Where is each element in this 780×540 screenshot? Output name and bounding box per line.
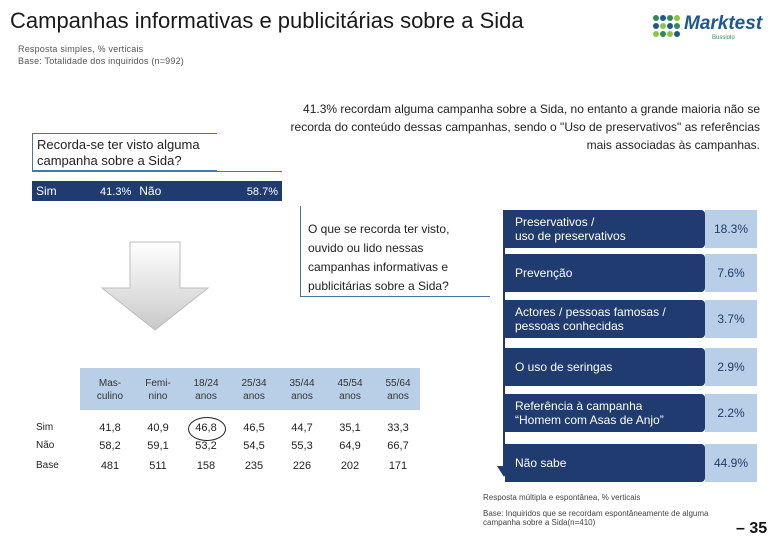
- response-item: Não sabe: [505, 444, 705, 482]
- table-cell: 158: [196, 460, 216, 472]
- response-label-line: O uso de seringas: [515, 360, 613, 374]
- response-value: 3.7%: [705, 300, 757, 338]
- response-label: Referência à campanha “Homem com Asas de …: [515, 399, 664, 427]
- column-header-line2: culino: [96, 391, 124, 402]
- logo-name: Marktest: [684, 13, 763, 34]
- table-cell: 46,5: [243, 422, 265, 434]
- response-label-line: uso de preservativos: [515, 229, 626, 243]
- table-cell: 55,3: [291, 440, 313, 452]
- table-cell: 202: [340, 460, 360, 472]
- table-cell: 40,9: [147, 422, 169, 434]
- row-label: Base: [36, 460, 59, 471]
- response-item: Actores / pessoas famosas / pessoas conhe…: [505, 300, 705, 338]
- response-label-line: “Homem com Asas de Anjo”: [515, 413, 664, 427]
- response-label-line: Não sabe: [515, 456, 567, 470]
- response-item: Referência à campanha “Homem com Asas de …: [505, 394, 705, 432]
- table-cell: 66,7: [387, 440, 409, 452]
- response-label-line: Referência à campanha: [515, 399, 643, 413]
- table-cell: 64,9: [339, 440, 361, 452]
- question1-text: Recorda-se ter visto alguma campanha sob…: [37, 137, 200, 168]
- page-number: – 35: [736, 520, 768, 537]
- table-cell: 54,5: [243, 440, 265, 452]
- sim-nao-segment: [135, 181, 282, 201]
- response-label: O uso de seringas: [515, 360, 612, 374]
- segment-label: Sim: [36, 184, 57, 198]
- response-item: O uso de seringas: [505, 348, 705, 386]
- column-header-line2: anos: [291, 391, 313, 402]
- response-label-line: Preservativos /: [515, 215, 595, 229]
- sim-nao-segment: [32, 181, 136, 201]
- table-cell: 235: [244, 460, 264, 472]
- question2-frame-left: [300, 206, 301, 296]
- summary-text: 41.3% recordam alguma campanha sobre a S…: [290, 102, 760, 152]
- column-header-line1: 25/34: [241, 378, 267, 389]
- subtitle-base: Base: Totalidade dos inquiridos (n=992): [18, 56, 184, 66]
- row-label: Não: [36, 440, 55, 451]
- table-cell: 53,2: [195, 440, 217, 452]
- column-header-line2: anos: [243, 391, 265, 402]
- segment-value: 58.7%: [246, 186, 278, 198]
- table-cell: 59,1: [147, 440, 169, 452]
- column-header-line1: 55/64: [385, 378, 411, 389]
- table-header-background: [80, 368, 420, 410]
- highlight-circle: [188, 417, 226, 441]
- response-value: 2.2%: [705, 394, 757, 432]
- table-cell: 35,1: [339, 422, 361, 434]
- table-cell: 58,2: [99, 440, 121, 452]
- column-header-line1: 35/44: [289, 378, 315, 389]
- table-cell: 226: [292, 460, 312, 472]
- response-label-line: Prevenção: [515, 266, 573, 280]
- table-cell: 171: [388, 460, 408, 472]
- response-label-line: Actores / pessoas famosas /: [515, 305, 666, 319]
- down-arrow-icon: [100, 241, 210, 331]
- response-value: 18.3%: [705, 210, 757, 248]
- responses-connector-line: [503, 210, 505, 472]
- row-label: Sim: [36, 422, 54, 433]
- column-header-line1: Mas-: [98, 378, 122, 389]
- question1-box: Recorda-se ter visto alguma campanha sob…: [32, 133, 217, 171]
- table-cell: 41,8: [99, 422, 121, 434]
- table-cell: 33,3: [387, 422, 409, 434]
- subtitle-response-type: Resposta simples, % verticais: [18, 44, 144, 54]
- response-label-line: pessoas conhecidas: [515, 319, 624, 333]
- table-cell: 44,7: [291, 422, 313, 434]
- footnote-base: Base: Inquiridos que se recordam espontâ…: [483, 509, 709, 527]
- question2-text: O que se recorda ter visto, ouvido ou li…: [308, 222, 450, 293]
- question2-frame-bottom: [300, 296, 490, 297]
- response-value: 2.9%: [705, 348, 757, 386]
- column-header-line2: nino: [148, 391, 168, 402]
- question1-underline: [32, 171, 282, 172]
- column-header-line1: Femi-: [145, 378, 171, 389]
- response-item: Preservativos / uso de preservativos: [505, 210, 705, 248]
- segment-value: 41.3%: [100, 186, 132, 198]
- response-item: Prevenção: [505, 254, 705, 292]
- table-cell: 511: [149, 460, 167, 472]
- response-label: Actores / pessoas famosas / pessoas conhe…: [515, 305, 666, 333]
- column-header-line2: anos: [387, 391, 409, 402]
- column-header-line1: 45/54: [337, 378, 363, 389]
- column-header-line1: 18/24: [193, 378, 219, 389]
- response-value: 44.9%: [705, 444, 757, 482]
- response-label: Não sabe: [515, 456, 566, 470]
- column-header-line2: anos: [195, 391, 217, 402]
- response-label: Prevenção: [515, 266, 572, 280]
- response-value: 7.6%: [705, 254, 757, 292]
- footnote-response-type: Resposta múltipla e espontânea, % vertic…: [483, 493, 641, 502]
- column-header-line2: anos: [339, 391, 361, 402]
- logo-tagline: Bussiolo: [712, 35, 735, 41]
- table-cell: 481: [100, 460, 120, 472]
- segment-label: Não: [139, 184, 162, 198]
- page-title: Campanhas informativas e publicitárias s…: [10, 8, 524, 33]
- marktest-logo-icon: [653, 15, 680, 37]
- response-label: Preservativos / uso de preservativos: [515, 215, 626, 243]
